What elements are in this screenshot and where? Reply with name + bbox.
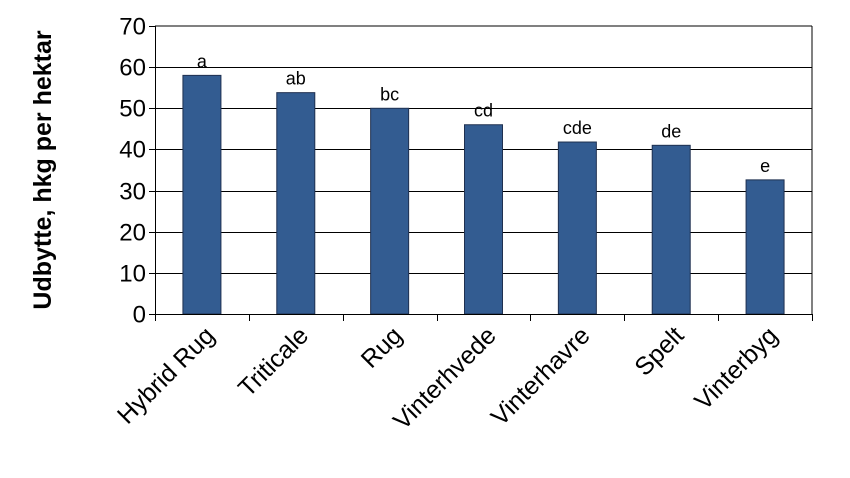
bars xyxy=(182,74,785,315)
x-category-label: Triticale xyxy=(233,321,314,402)
data-label: de xyxy=(661,121,681,141)
x-category-label: Vinterbyg xyxy=(689,321,783,415)
y-tick-label: 10 xyxy=(119,261,146,288)
bar xyxy=(276,92,316,315)
bar xyxy=(370,107,410,315)
y-tick-label: 20 xyxy=(119,220,146,247)
data-label: ab xyxy=(286,69,306,89)
bar xyxy=(557,141,597,315)
data-label: a xyxy=(197,51,208,71)
y-axis-title: Udbytte, hkg per hektar xyxy=(29,30,57,309)
data-label: cde xyxy=(563,118,592,138)
data-label: bc xyxy=(380,84,399,104)
data-label: e xyxy=(760,156,770,176)
x-category-label: Hybrid Rug xyxy=(112,321,220,429)
bar xyxy=(651,144,691,315)
data-label: cd xyxy=(474,101,493,121)
axes xyxy=(149,26,813,321)
y-tick-label: 50 xyxy=(119,96,146,123)
bar xyxy=(464,124,503,315)
y-tick-label: 60 xyxy=(119,55,146,82)
x-category-label: Vinterhavre xyxy=(486,321,596,431)
y-tick-label: 0 xyxy=(133,302,146,329)
x-category-label: Rug xyxy=(356,321,408,373)
y-tick-label: 40 xyxy=(119,137,146,164)
bar xyxy=(745,179,785,315)
bar xyxy=(182,74,222,315)
y-tick-label: 70 xyxy=(119,14,146,41)
x-category-label: Spelt xyxy=(629,321,689,381)
y-tick-label: 30 xyxy=(119,179,146,206)
